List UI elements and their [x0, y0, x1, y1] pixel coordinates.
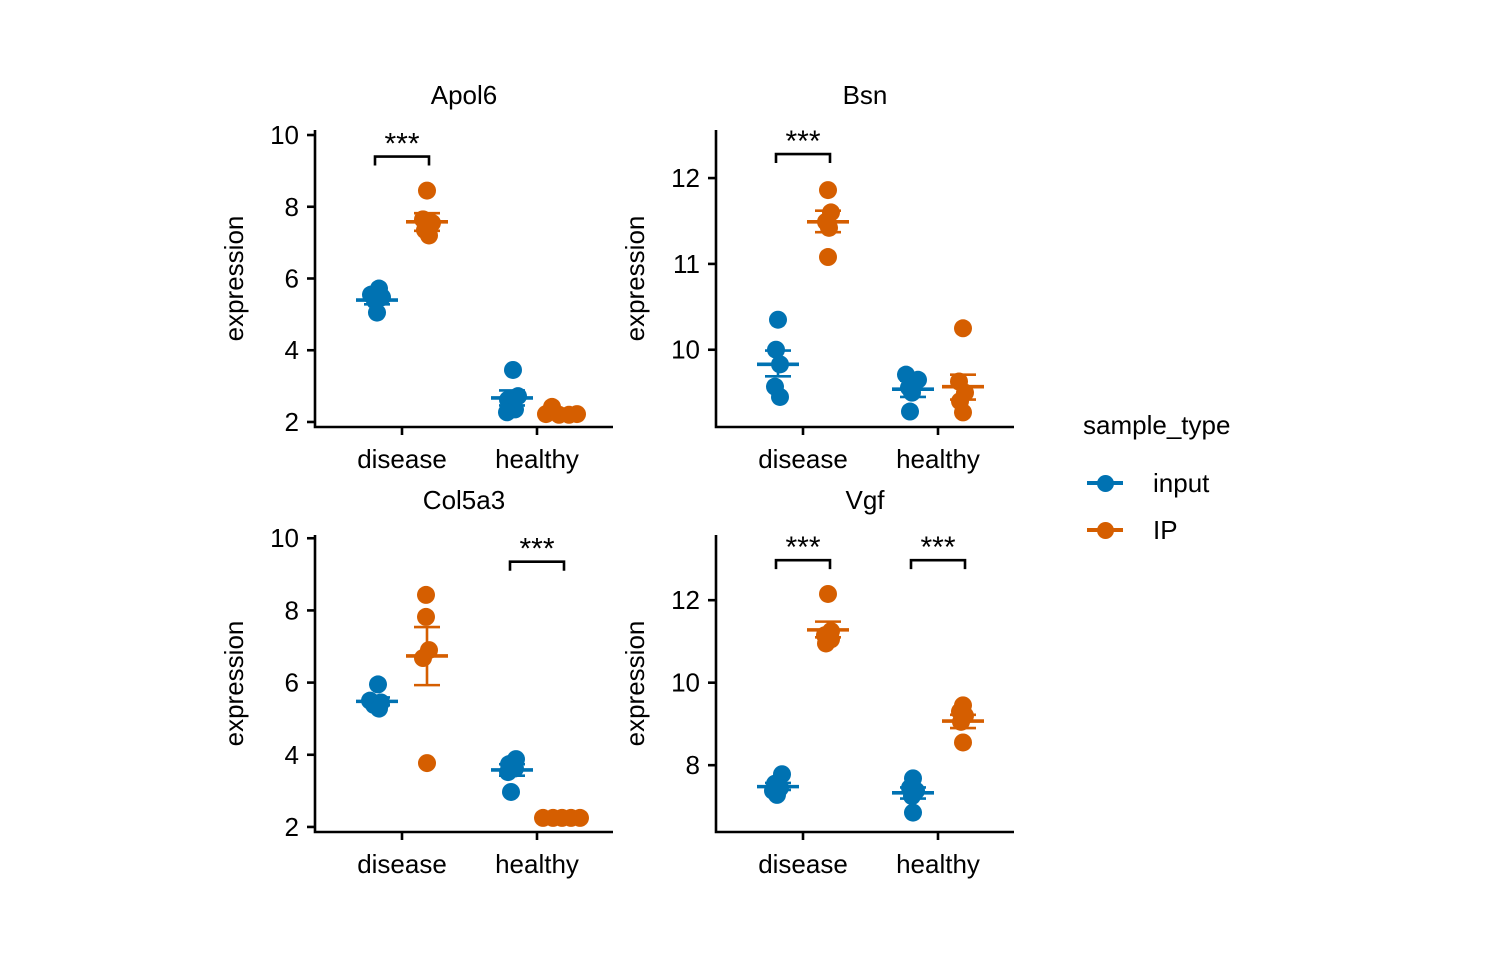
data-point [502, 782, 520, 801]
y-tick-label: 6 [285, 264, 299, 294]
data-point [817, 634, 835, 653]
data-point [571, 808, 589, 827]
panel-bsn: 10 11 12 disease healthy Bsn expression *** [620, 80, 1014, 474]
significance-bracket [508, 560, 566, 571]
significance-label: *** [785, 125, 820, 158]
axis-lines [714, 130, 1014, 429]
y-axis-label: expression [620, 621, 650, 747]
y-tick-label: 8 [686, 750, 700, 780]
y-tick-label: 11 [673, 249, 700, 279]
data-point [819, 584, 837, 603]
y-tick-label: 8 [285, 192, 299, 222]
data-point [417, 585, 435, 604]
y-tick-label: 10 [671, 668, 700, 698]
data-point [903, 383, 921, 402]
significance-bracket [909, 558, 967, 570]
x-tick-label: healthy [896, 849, 980, 879]
data-point [769, 310, 787, 329]
legend-key-ip [1087, 521, 1123, 539]
legend-item-ip: IP [1083, 515, 1230, 545]
x-tick-label: disease [758, 444, 848, 474]
panel-col5a3: 2 4 6 8 10 disease healthy Col5a3 expression *** [219, 485, 613, 879]
data-point [820, 218, 838, 237]
data-point [414, 649, 432, 668]
data-point [417, 607, 435, 626]
data-point [537, 405, 555, 424]
x-tick-label: healthy [495, 444, 579, 474]
panel-apol6: 2 4 6 8 10 disease healthy Apol6 expression *** [219, 80, 613, 474]
data-point [498, 403, 516, 422]
y-tick-label: 2 [285, 407, 299, 437]
y-tick-label: 4 [285, 740, 299, 770]
data-point [418, 181, 436, 200]
data-point [903, 787, 921, 806]
significance-label: *** [384, 128, 419, 161]
data-point [499, 763, 517, 782]
legend-label-input: input [1153, 468, 1210, 498]
data-point [904, 803, 922, 822]
data-point [418, 754, 436, 773]
data-point [568, 405, 586, 424]
data-point [767, 340, 785, 359]
legend-title: sample_type [1083, 410, 1231, 440]
axis-lines [313, 535, 613, 834]
legend: sample_type input IP [1083, 410, 1231, 545]
data-point [420, 226, 438, 245]
y-tick-label: 6 [285, 668, 299, 698]
data-point [370, 699, 388, 718]
data-point [504, 360, 522, 379]
y-tick-label: 10 [270, 523, 299, 553]
x-tick-label: disease [357, 444, 447, 474]
significance-bracket [774, 152, 832, 164]
significance-label: *** [519, 533, 554, 566]
data-point [819, 248, 837, 267]
pointrange-dot-icon [1096, 521, 1114, 539]
data-point [901, 402, 919, 421]
data-point [954, 319, 972, 338]
panel-title: Col5a3 [423, 485, 505, 515]
data-point [952, 712, 970, 731]
x-tick-label: healthy [495, 849, 579, 879]
pointrange-dot-icon [1096, 474, 1114, 492]
data-point [954, 733, 972, 752]
data-point [368, 303, 386, 322]
data-point [954, 403, 972, 422]
data-point [369, 675, 387, 694]
panel-vgf: 8 10 12 disease healthy Vgf expression *** *** [620, 485, 1014, 879]
y-axis-label: expression [620, 216, 650, 342]
y-tick-label: 12 [671, 585, 700, 615]
legend-key-input [1087, 474, 1123, 492]
legend-label-ip: IP [1153, 515, 1178, 545]
y-axis-label: expression [219, 621, 249, 747]
significance-bracket [774, 558, 832, 570]
significance-label: *** [920, 531, 955, 564]
significance-label: *** [785, 531, 820, 564]
y-tick-label: 10 [671, 335, 700, 365]
y-tick-label: 10 [270, 120, 299, 150]
data-point [771, 355, 789, 374]
axis-lines [313, 130, 613, 429]
panel-title: Bsn [843, 80, 888, 110]
y-tick-label: 8 [285, 595, 299, 625]
significance-bracket [373, 155, 431, 166]
x-tick-label: disease [758, 849, 848, 879]
data-point [768, 785, 786, 804]
panel-title: Apol6 [431, 80, 498, 110]
y-tick-label: 2 [285, 812, 299, 842]
data-point [819, 181, 837, 200]
legend-item-input: input [1083, 468, 1230, 498]
y-axis-label: expression [219, 216, 249, 342]
y-tick-label: 4 [285, 335, 299, 365]
x-tick-label: disease [357, 849, 447, 879]
panel-title: Vgf [845, 485, 885, 515]
x-tick-label: healthy [896, 444, 980, 474]
data-point [771, 387, 789, 406]
y-tick-label: 12 [671, 163, 700, 193]
axis-lines [714, 535, 1014, 834]
